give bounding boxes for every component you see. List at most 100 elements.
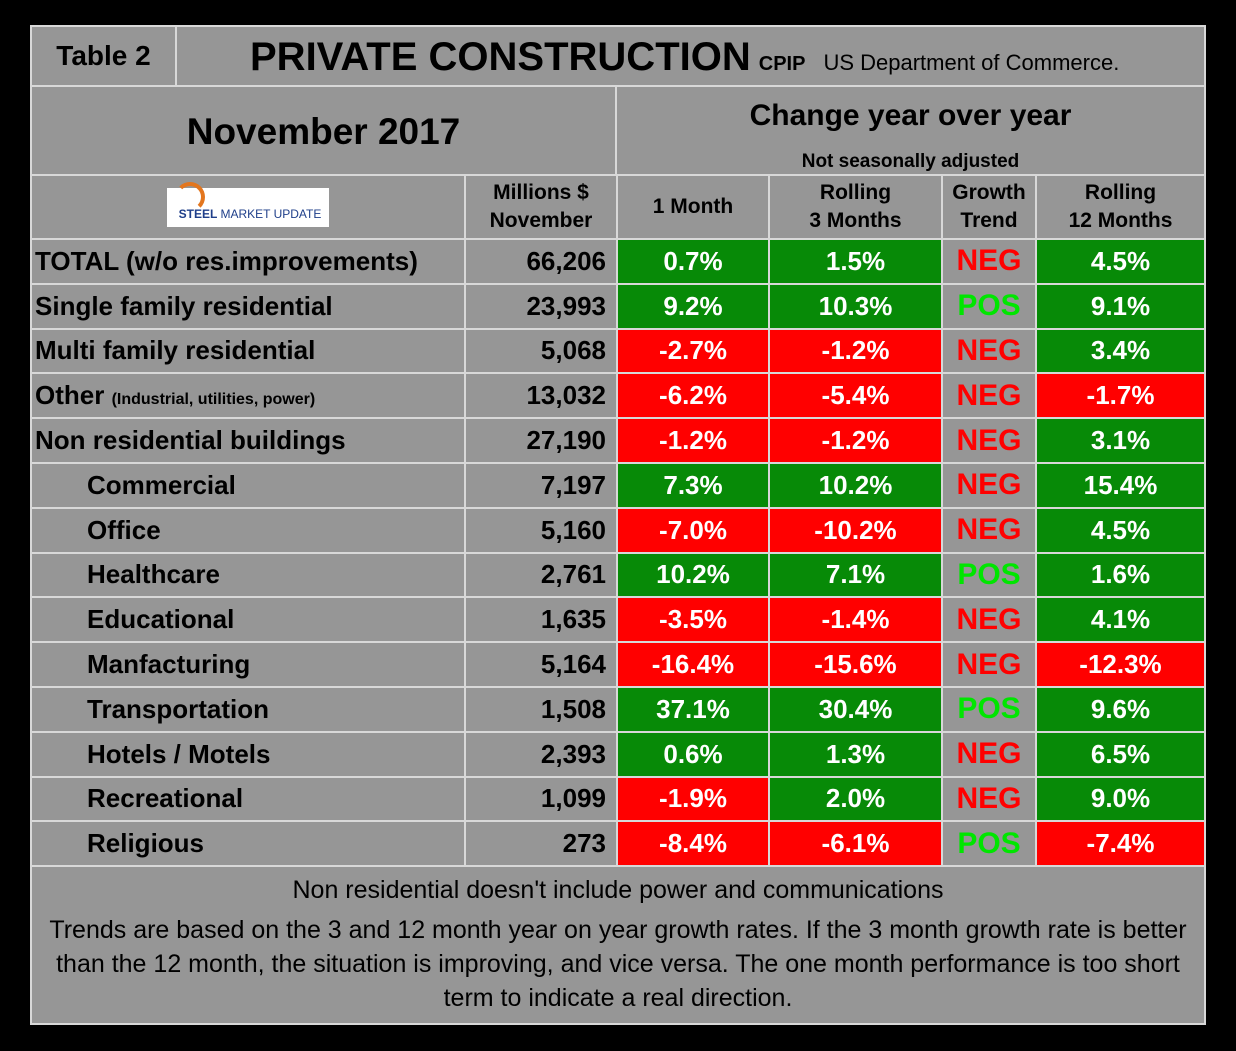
trend-cell: NEG bbox=[941, 775, 1037, 823]
value-cell: 5,068 bbox=[464, 327, 618, 375]
change-cell: -2.7% bbox=[616, 327, 770, 375]
trend-cell: NEG bbox=[941, 461, 1037, 509]
change-cell: 0.7% bbox=[616, 238, 770, 285]
change-cell: -5.4% bbox=[768, 372, 943, 420]
change-cell: 1.3% bbox=[768, 730, 943, 778]
value-cell: 5,164 bbox=[464, 641, 618, 688]
row-label: Hotels / Motels bbox=[32, 730, 466, 778]
row-label-text: Multi family residential bbox=[35, 335, 316, 366]
value-cell: 7,197 bbox=[464, 461, 618, 509]
header-row: Table 2 PRIVATE CONSTRUCTION CPIP US Depar… bbox=[32, 27, 1204, 87]
change-cell: 10.2% bbox=[616, 551, 770, 599]
row-label-text: Hotels / Motels bbox=[87, 738, 271, 769]
trend-cell: POS bbox=[941, 820, 1037, 868]
column-header-row: STEEL MARKET UPDATE Millions $ November 1 M… bbox=[32, 176, 1204, 240]
change-title: Change year over year bbox=[749, 99, 1072, 132]
change-cell: 9.0% bbox=[1035, 775, 1204, 823]
source: US Department of Commerce. bbox=[823, 50, 1120, 75]
row-label-text: TOTAL (w/o res.improvements) bbox=[35, 245, 418, 276]
logo-cell: STEEL MARKET UPDATE bbox=[32, 176, 466, 240]
row-label-text: Manfacturing bbox=[87, 649, 251, 680]
data-row: Educational 1,635 -3.5% -1.4% NEG 4.1% bbox=[32, 596, 1204, 644]
data-row: Recreational 1,099 -1.9% 2.0% NEG 9.0% bbox=[32, 775, 1204, 823]
row-label: Recreational bbox=[32, 775, 466, 823]
data-row: Manfacturing 5,164 -16.4% -15.6% NEG -12.3% bbox=[32, 641, 1204, 688]
row-label-text: Other bbox=[35, 380, 105, 411]
row-label-text: Educational bbox=[87, 604, 235, 635]
change-cell: -1.2% bbox=[616, 417, 770, 464]
table-panel: Table 2 PRIVATE CONSTRUCTION CPIP US Depar… bbox=[30, 25, 1206, 1025]
value-cell: 2,393 bbox=[464, 730, 618, 778]
row-label: Multi family residential bbox=[32, 327, 466, 375]
row-label: Transportation bbox=[32, 685, 466, 733]
footer: Non residential doesn't include power an… bbox=[32, 870, 1204, 1015]
change-cell: 1.6% bbox=[1035, 551, 1204, 599]
column-header-line: Rolling bbox=[819, 181, 892, 204]
change-cell: -12.3% bbox=[1035, 641, 1204, 688]
value-cell: 66,206 bbox=[464, 238, 618, 285]
change-cell: 4.5% bbox=[1035, 506, 1204, 554]
period-row: November 2017 Change year over year Not … bbox=[32, 87, 1204, 176]
footer-note: Non residential doesn't include power an… bbox=[292, 876, 944, 904]
row-label-text: Religious bbox=[87, 828, 205, 859]
change-cell: 4.1% bbox=[1035, 596, 1204, 644]
change-cell: -16.4% bbox=[616, 641, 770, 688]
data-row: Office 5,160 -7.0% -10.2% NEG 4.5% bbox=[32, 506, 1204, 554]
row-label: Healthcare bbox=[32, 551, 466, 599]
change-cell: 7.1% bbox=[768, 551, 943, 599]
value-cell: 1,635 bbox=[464, 596, 618, 644]
column-header-line: Rolling bbox=[1084, 181, 1157, 204]
code: CPIP bbox=[758, 53, 806, 75]
row-label-text: Single family residential bbox=[35, 290, 333, 321]
row-label-text: Recreational bbox=[87, 783, 244, 814]
title-block: PRIVATE CONSTRUCTION CPIP US Department of… bbox=[250, 35, 1119, 80]
column-header-line: 1 Month bbox=[652, 195, 734, 218]
change-cell: 9.2% bbox=[616, 282, 770, 330]
value-cell: 5,160 bbox=[464, 506, 618, 554]
change-cell: 1.5% bbox=[768, 238, 943, 285]
row-label: Commercial bbox=[32, 461, 466, 509]
column-header-line: Millions $ bbox=[493, 181, 589, 204]
column-header: Growth Trend bbox=[941, 176, 1037, 240]
column-header: Rolling 12 Months bbox=[1035, 176, 1204, 240]
column-header: Millions $ November bbox=[464, 176, 618, 240]
trend-cell: POS bbox=[941, 551, 1037, 599]
trend-cell: POS bbox=[941, 685, 1037, 733]
change-cell: 2.0% bbox=[768, 775, 943, 823]
change-cell: 9.1% bbox=[1035, 282, 1204, 330]
change-note: Not seasonally adjusted bbox=[801, 151, 1020, 172]
table-label: Table 2 bbox=[32, 27, 177, 85]
row-label: Other (Industrial, utilities, power) bbox=[32, 372, 466, 420]
period: November 2017 bbox=[32, 87, 617, 174]
trend-cell: NEG bbox=[941, 730, 1037, 778]
row-label: Office bbox=[32, 506, 466, 554]
change-cell: -6.1% bbox=[768, 820, 943, 868]
footer-text: Trends are based on the 3 and 12 month y… bbox=[49, 916, 1187, 1012]
trend-cell: NEG bbox=[941, 372, 1037, 420]
row-label: TOTAL (w/o res.improvements) bbox=[32, 238, 466, 285]
change-cell: -6.2% bbox=[616, 372, 770, 420]
change-cell: 0.6% bbox=[616, 730, 770, 778]
value-cell: 23,993 bbox=[464, 282, 618, 330]
column-header-line: November bbox=[489, 209, 593, 232]
column-header-line: Trend bbox=[960, 209, 1018, 232]
column-header: Rolling 3 Months bbox=[768, 176, 943, 240]
change-cell: -3.5% bbox=[616, 596, 770, 644]
value-cell: 13,032 bbox=[464, 372, 618, 420]
row-label: Manfacturing bbox=[32, 641, 466, 688]
change-cell: 30.4% bbox=[768, 685, 943, 733]
data-row: Transportation 1,508 37.1% 30.4% POS 9.6% bbox=[32, 685, 1204, 733]
change-cell: -1.9% bbox=[616, 775, 770, 823]
change-cell: -1.2% bbox=[768, 417, 943, 464]
data-row: Religious 273 -8.4% -6.1% POS -7.4% bbox=[32, 820, 1204, 868]
change-cell: 7.3% bbox=[616, 461, 770, 509]
change-cell: 9.6% bbox=[1035, 685, 1204, 733]
data-row: Multi family residential 5,068 -2.7% -1.2% N… bbox=[32, 327, 1204, 375]
change-cell: -7.0% bbox=[616, 506, 770, 554]
change-cell: -8.4% bbox=[616, 820, 770, 868]
change-cell: 4.5% bbox=[1035, 238, 1204, 285]
data-table: STEEL MARKET UPDATE Millions $ November 1 M… bbox=[32, 176, 1204, 868]
column-header: 1 Month bbox=[616, 176, 770, 240]
logo: STEEL MARKET UPDATE bbox=[167, 181, 329, 227]
